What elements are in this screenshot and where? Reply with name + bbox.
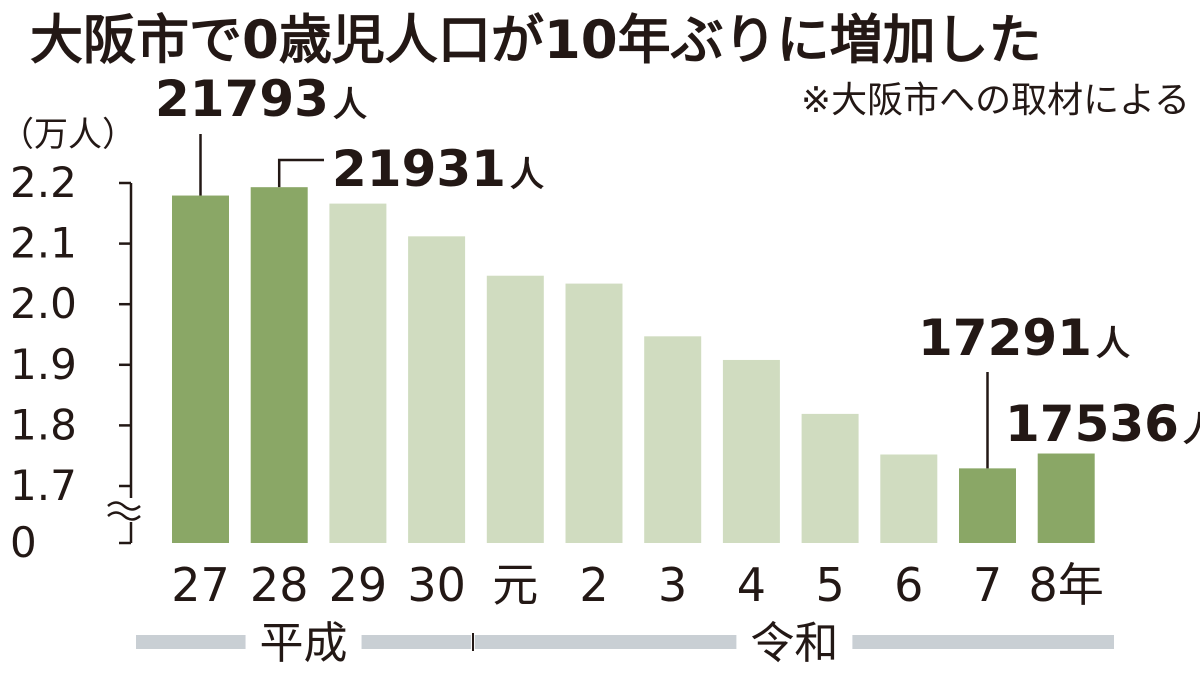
data-label-10: 17291 人 (918, 309, 1130, 367)
data-label-number-0: 21793 (155, 70, 329, 128)
era-band-left-1 (474, 635, 737, 649)
data-label-1: 21931 人 (332, 140, 544, 198)
category-label-0: 27 (171, 558, 230, 612)
category-label-9: 6 (894, 558, 923, 612)
category-label-6: 3 (658, 558, 687, 612)
category-label-1: 28 (250, 558, 309, 612)
data-label-unit-11: 人 (1183, 410, 1200, 450)
y-tick-label-5: 1.7 (10, 461, 77, 510)
y-tick-label-1: 2.1 (10, 219, 77, 268)
era-band-left-0 (136, 635, 246, 649)
category-label-4: 元 (492, 558, 538, 612)
bar-6 (644, 336, 702, 543)
category-label-8: 5 (815, 558, 844, 612)
y-tick-label-4: 1.8 (10, 400, 77, 449)
data-label-unit-0: 人 (333, 85, 367, 125)
bar-11 (1037, 453, 1095, 543)
data-label-0: 21793 人 (155, 70, 367, 128)
axis-break-mark (107, 501, 141, 521)
category-label-2: 29 (329, 558, 388, 612)
bars (172, 187, 1095, 544)
y-tick-label-3: 1.9 (10, 340, 77, 389)
category-label-10: 7 (973, 558, 1002, 612)
era-band-right-1 (852, 635, 1114, 649)
category-label-11: 8年 (1029, 558, 1104, 612)
bar-9 (880, 454, 938, 543)
bar-8 (801, 413, 859, 543)
data-label-number-10: 17291 (918, 309, 1092, 367)
bar-3 (408, 236, 466, 543)
bar-5 (565, 283, 623, 543)
category-label-3: 30 (407, 558, 466, 612)
chart-title: 大阪市で0歳児人口が10年ぶりに増加した (30, 10, 1042, 71)
data-label-unit-10: 人 (1096, 324, 1130, 364)
x-axis-categories: 27 28 29 30 元 2 3 4 5 6 7 8年 (171, 558, 1104, 612)
era-label-0: 平成 (260, 618, 348, 669)
y-tick-label-baseline: 0 (10, 518, 37, 567)
chart-note: ※大阪市への取材による (801, 80, 1190, 121)
bar-10 (959, 468, 1016, 543)
bar-2 (329, 203, 387, 543)
era-bands: 平成 令和 (136, 618, 1114, 669)
era-band-right-0 (361, 635, 472, 649)
data-label-unit-1: 人 (510, 155, 544, 195)
bar-4 (486, 275, 544, 543)
bar-0 (172, 195, 229, 544)
data-label-11: 17536 人 (1005, 395, 1200, 453)
category-label-7: 4 (737, 558, 766, 612)
category-label-5: 2 (579, 558, 608, 612)
y-tick-label-2: 2.0 (10, 279, 77, 328)
data-label-number-11: 17536 (1005, 395, 1179, 453)
bar-1 (250, 187, 308, 543)
y-axis: 2.2 2.1 2.0 1.9 1.8 1.7 0 (10, 158, 141, 567)
data-label-number-1: 21931 (332, 140, 506, 198)
y-tick-label-0: 2.2 (10, 158, 77, 207)
y-axis-unit-label: （万人） (0, 115, 136, 155)
bar-7 (722, 359, 780, 543)
era-label-1: 令和 (750, 618, 838, 669)
leader-line-1 (277, 158, 324, 188)
